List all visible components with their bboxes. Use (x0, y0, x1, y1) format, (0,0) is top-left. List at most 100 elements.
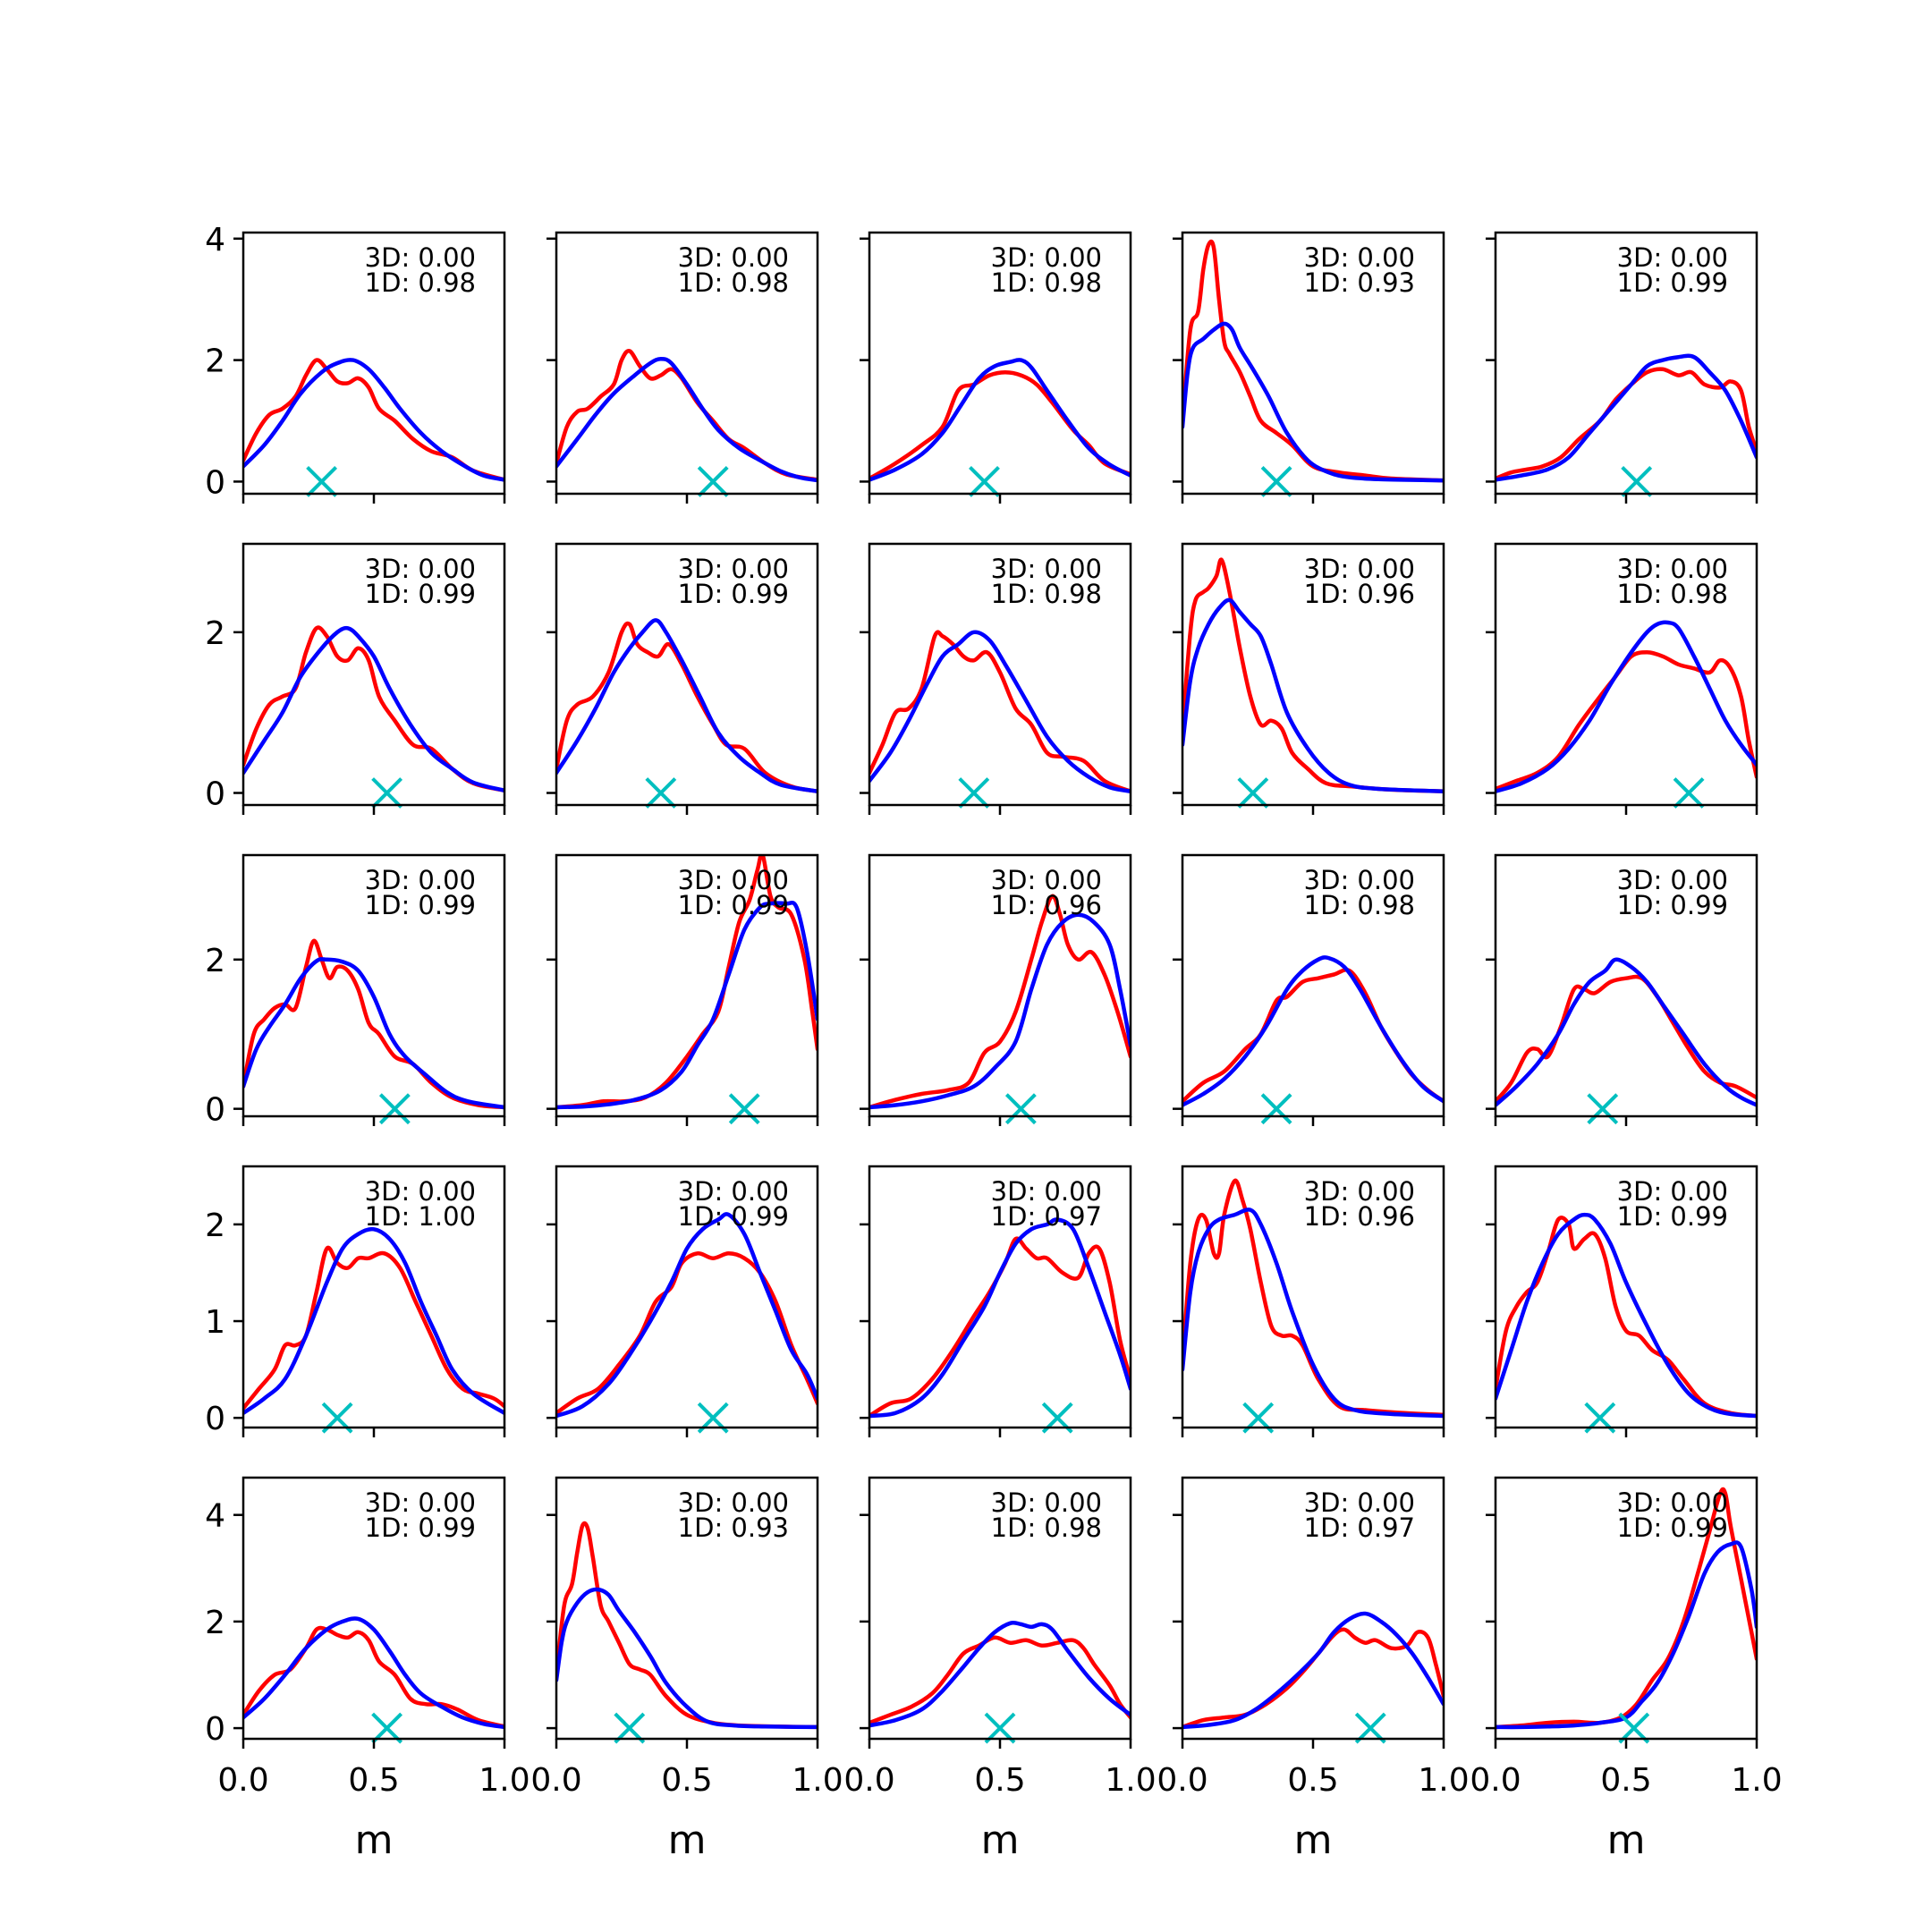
x-marker (984, 1712, 1016, 1744)
annotation-3d: 3D: 0.00 (1304, 1487, 1415, 1518)
annotation-1d: 1D: 0.99 (365, 579, 476, 609)
annotation-1d: 1D: 0.97 (1304, 1513, 1415, 1543)
series-red-line (869, 1635, 1131, 1725)
series-blue-line (869, 1620, 1131, 1728)
annotation-1d: 1D: 0.99 (678, 1201, 789, 1232)
series-red-line (243, 625, 504, 793)
annotation-1d: 1D: 0.99 (1617, 1201, 1728, 1232)
x-tick-label: 0.5 (1600, 1762, 1651, 1799)
series-red-line (1182, 1178, 1444, 1418)
x-tick-label: 0.5 (1287, 1762, 1338, 1799)
annotation-1d: 1D: 0.99 (1617, 267, 1728, 298)
plot-area (556, 1212, 818, 1419)
y-tick-label: 1 (205, 1304, 225, 1341)
annotation-1d: 1D: 0.99 (365, 1513, 476, 1543)
x-tick-label: 0.5 (661, 1762, 712, 1799)
x-marker (697, 466, 729, 497)
series-blue-line (1182, 1611, 1444, 1730)
y-tick-label: 2 (205, 1208, 225, 1244)
x-marker (1673, 777, 1705, 809)
x-tick-label: 0.0 (1470, 1762, 1521, 1799)
annotation-3d: 3D: 0.00 (991, 1487, 1102, 1518)
annotation-1d: 1D: 0.98 (991, 1513, 1102, 1543)
series-blue-line (556, 356, 818, 483)
series-red-line (556, 621, 818, 793)
plot-area (556, 349, 818, 483)
x-marker (1587, 1093, 1619, 1125)
x-tick-label: 1.0 (792, 1762, 843, 1799)
series-blue-line (1496, 620, 1757, 793)
series-red-line (556, 349, 818, 482)
y-tick-label: 0 (205, 1401, 225, 1437)
x-marker (1618, 1712, 1650, 1744)
x-marker (645, 777, 677, 809)
y-tick-label: 0 (205, 776, 225, 813)
plot-area (869, 1217, 1131, 1419)
x-axis-label: m (981, 1818, 1020, 1863)
annotation-1d: 1D: 1.00 (365, 1201, 476, 1232)
series-blue-line (1496, 353, 1757, 482)
annotation-3d: 3D: 0.00 (365, 865, 476, 895)
series-blue-line (556, 1587, 818, 1730)
annotation-3d: 3D: 0.00 (1304, 242, 1415, 273)
plot-area (869, 630, 1131, 793)
series-blue-line (243, 1616, 504, 1730)
annotation-1d: 1D: 0.99 (1617, 1513, 1728, 1543)
y-tick-label: 0 (205, 464, 225, 501)
annotation-3d: 3D: 0.00 (678, 1176, 789, 1207)
plot-area (556, 855, 818, 1110)
plot-area (556, 618, 818, 793)
plot-area (1496, 620, 1757, 793)
x-marker (306, 466, 338, 497)
plot-area (243, 625, 504, 793)
series-blue-line (1182, 1208, 1444, 1419)
y-tick-label: 0 (205, 1711, 225, 1748)
annotation-3d: 3D: 0.00 (365, 242, 476, 273)
series-blue-line (1182, 597, 1444, 793)
annotation-1d: 1D: 0.98 (1617, 579, 1728, 609)
x-marker (1621, 466, 1653, 497)
plot-area (1496, 957, 1757, 1107)
x-tick-label: 0.0 (1157, 1762, 1208, 1799)
x-marker (1354, 1712, 1386, 1744)
plot-area (243, 938, 504, 1110)
x-tick-label: 1.0 (1418, 1762, 1469, 1799)
annotation-1d: 1D: 0.99 (678, 579, 789, 609)
plot-area (243, 358, 504, 482)
annotation-3d: 3D: 0.00 (1304, 865, 1415, 895)
x-tick-label: 1.0 (1105, 1762, 1156, 1799)
series-blue-line (243, 957, 504, 1110)
y-tick-label: 2 (205, 615, 225, 652)
annotation-3d: 3D: 0.00 (1617, 554, 1728, 584)
series-red-line (243, 938, 504, 1110)
plot-area (1182, 1178, 1444, 1419)
annotation-3d: 3D: 0.00 (678, 865, 789, 895)
y-tick-label: 4 (205, 1498, 225, 1535)
x-marker (371, 1712, 403, 1744)
series-red-line (243, 358, 504, 482)
series-red-line (1496, 1487, 1757, 1730)
y-tick-label: 2 (205, 943, 225, 979)
series-red-line (556, 1251, 818, 1416)
series-blue-line (556, 1212, 818, 1419)
annotation-3d: 3D: 0.00 (1617, 1176, 1728, 1207)
annotation-1d: 1D: 0.96 (1304, 1201, 1415, 1232)
annotation-1d: 1D: 0.98 (365, 267, 476, 298)
plot-area (1496, 1212, 1757, 1419)
